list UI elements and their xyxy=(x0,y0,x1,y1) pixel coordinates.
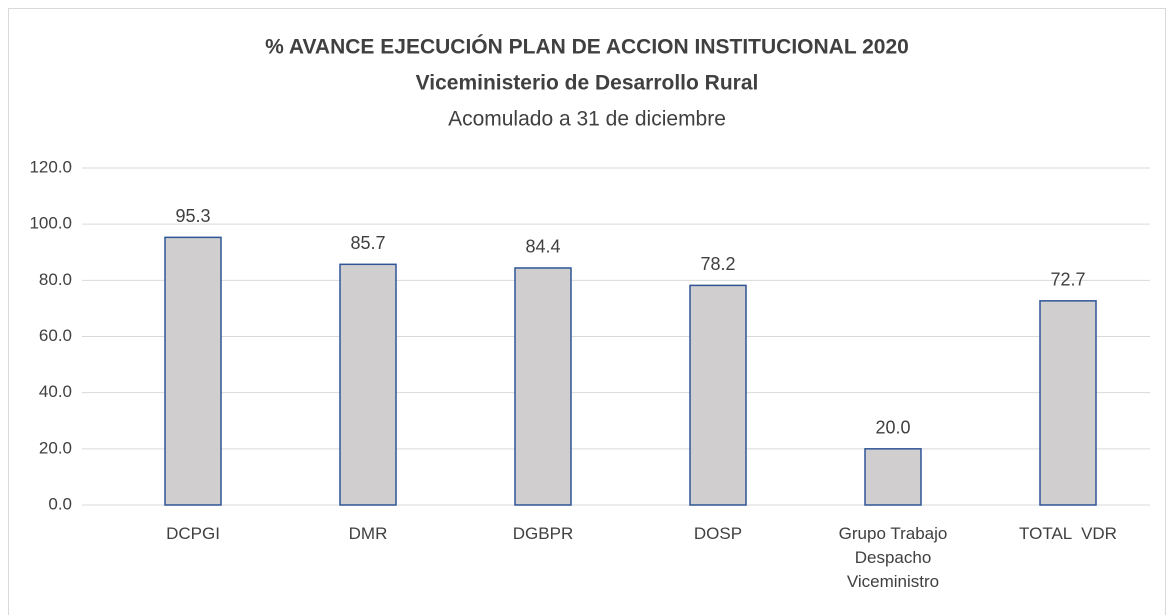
y-tick-label: 60.0 xyxy=(39,326,72,345)
y-tick-label: 40.0 xyxy=(39,382,72,401)
y-tick-label: 0.0 xyxy=(48,494,72,513)
chart-title: % AVANCE EJECUCIÓN PLAN DE ACCION INSTIT… xyxy=(265,35,909,59)
value-label: 72.7 xyxy=(1050,270,1085,290)
y-tick-label: 80.0 xyxy=(39,270,72,289)
bar xyxy=(864,448,922,506)
x-tick-label: TOTAL VDR xyxy=(1019,524,1117,543)
value-label: 84.4 xyxy=(525,237,560,257)
value-label: 20.0 xyxy=(875,418,910,438)
x-tick-label: DCPGI xyxy=(166,524,220,543)
chart-caption: Acomulado a 31 de diciembre xyxy=(448,108,726,131)
bar xyxy=(689,284,747,506)
y-tick-label: 120.0 xyxy=(29,157,72,176)
x-tick-label: DMR xyxy=(348,524,388,543)
value-label: 78.2 xyxy=(700,254,735,274)
chart-border xyxy=(8,8,1166,615)
bar xyxy=(339,263,397,506)
value-label: 95.3 xyxy=(175,206,210,226)
bar xyxy=(164,236,222,506)
x-tick-label: DOSP xyxy=(693,524,743,543)
bar xyxy=(1039,300,1097,506)
x-tick-label: DGBPR xyxy=(512,524,574,543)
y-tick-label: 100.0 xyxy=(29,214,72,233)
value-label: 85.7 xyxy=(350,233,385,253)
bar xyxy=(514,267,572,506)
y-tick-label: 20.0 xyxy=(39,438,72,457)
chart-subtitle: Viceministerio de Desarrollo Rural xyxy=(416,72,759,95)
x-tick-label: Grupo Trabajo Despacho Viceministro xyxy=(838,524,953,591)
